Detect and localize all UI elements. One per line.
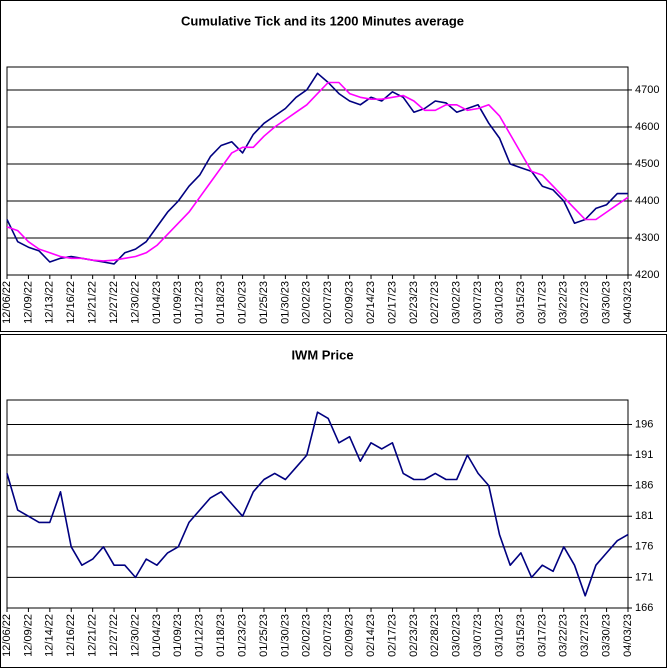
x-tick-label: 02/27/23	[429, 281, 441, 324]
x-tick-label: 12/14/22	[44, 614, 56, 657]
y-tick-label: 196	[635, 418, 653, 430]
x-tick-label: 03/02/23	[451, 614, 463, 657]
x-tick-label: 03/17/23	[536, 614, 548, 657]
x-tick-label: 12/16/22	[65, 614, 77, 657]
plot-area	[6, 66, 629, 276]
x-tick-label: 01/25/23	[258, 281, 270, 324]
x-tick-label: 02/23/23	[408, 614, 420, 657]
x-tick-label: 04/03/23	[622, 281, 634, 324]
y-tick-label: 4600	[635, 121, 659, 133]
x-tick-label: 12/09/22	[22, 614, 34, 657]
y-tick-label: 176	[635, 541, 653, 553]
x-tick-label: 01/18/23	[215, 281, 227, 324]
x-tick-label: 01/12/23	[194, 614, 206, 657]
x-tick-label: 01/25/23	[258, 614, 270, 657]
x-tick-label: 12/16/22	[65, 281, 77, 324]
y-tick-label: 4700	[635, 84, 659, 96]
y-tick-label: 4300	[635, 232, 659, 244]
x-tick-label: 03/10/23	[493, 281, 505, 324]
x-tick-label: 02/07/23	[322, 614, 334, 657]
x-tick-label: 03/22/23	[558, 281, 570, 324]
line-series	[6, 72, 628, 265]
y-tick-label: 4400	[635, 195, 659, 207]
line-series	[6, 411, 629, 597]
x-tick-label: 01/30/23	[279, 281, 291, 324]
x-tick-label: 02/17/23	[386, 281, 398, 324]
y-tick-label: 171	[635, 571, 653, 583]
x-tick-label: 03/30/23	[600, 281, 612, 324]
plot-area	[6, 399, 629, 609]
x-tick-label: 12/27/22	[108, 614, 120, 657]
x-tick-label: 01/30/23	[279, 614, 291, 657]
x-tick-label: 01/18/23	[215, 614, 227, 657]
x-tick-label: 01/20/23	[236, 281, 248, 324]
x-tick-label: 01/09/23	[172, 614, 184, 657]
x-tick-label: 01/09/23	[172, 281, 184, 324]
chart-title: Cumulative Tick and its 1200 Minutes ave…	[181, 13, 464, 28]
x-tick-label: 04/03/23	[622, 614, 634, 657]
x-tick-label: 03/27/23	[579, 281, 591, 324]
x-tick-label: 12/06/22	[1, 614, 13, 657]
x-tick-label: 03/17/23	[536, 281, 548, 324]
x-tick-label: 12/13/22	[44, 281, 56, 324]
x-tick-label: 01/23/23	[236, 614, 248, 657]
x-tick-label: 03/02/23	[451, 281, 463, 324]
y-tick-label: 181	[635, 510, 653, 522]
y-tick-label: 166	[635, 602, 653, 614]
x-tick-label: 02/17/23	[386, 614, 398, 657]
chart-title: IWM Price	[291, 347, 353, 362]
x-tick-label: 02/09/23	[344, 614, 356, 657]
x-tick-label: 03/30/23	[600, 614, 612, 657]
x-tick-label: 02/07/23	[322, 281, 334, 324]
y-tick-label: 4200	[635, 269, 659, 281]
x-tick-label: 02/14/23	[365, 614, 377, 657]
x-tick-label: 12/21/22	[87, 614, 99, 657]
y-tick-label: 191	[635, 449, 653, 461]
x-tick-label: 03/07/23	[472, 614, 484, 657]
x-tick-label: 02/23/23	[408, 281, 420, 324]
x-tick-label: 12/06/22	[1, 281, 13, 324]
x-tick-label: 02/28/23	[429, 614, 441, 657]
x-tick-label: 02/09/23	[344, 281, 356, 324]
x-tick-label: 12/27/22	[108, 281, 120, 324]
x-tick-label: 02/02/23	[301, 614, 313, 657]
x-tick-label: 12/09/22	[22, 281, 34, 324]
x-tick-label: 01/04/23	[151, 614, 163, 657]
y-tick-label: 4500	[635, 158, 659, 170]
x-tick-label: 03/15/23	[515, 281, 527, 324]
line-series	[6, 81, 629, 262]
x-tick-label: 12/30/22	[129, 614, 141, 657]
x-tick-label: 02/02/23	[301, 281, 313, 324]
y-tick-label: 186	[635, 480, 653, 492]
x-tick-label: 03/22/23	[558, 614, 570, 657]
x-tick-label: 03/07/23	[472, 281, 484, 324]
x-tick-label: 12/30/22	[129, 281, 141, 324]
x-tick-label: 03/15/23	[515, 614, 527, 657]
x-tick-label: 01/12/23	[194, 281, 206, 324]
x-tick-label: 03/10/23	[493, 614, 505, 657]
x-tick-label: 02/14/23	[365, 281, 377, 324]
x-tick-label: 01/04/23	[151, 281, 163, 324]
x-tick-label: 12/21/22	[87, 281, 99, 324]
x-tick-label: 03/27/23	[579, 614, 591, 657]
